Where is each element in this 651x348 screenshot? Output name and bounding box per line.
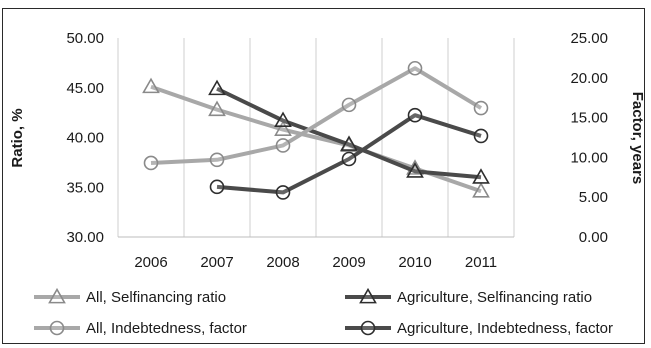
- left-axis-ticks: 30.00 35.00 40.00 45.00 50.00: [66, 30, 104, 246]
- circle-icon: [360, 320, 376, 336]
- right-tick-label: 15.00: [570, 110, 608, 127]
- triangle-icon: [359, 287, 377, 304]
- series-1: [208, 79, 490, 184]
- series-2: [143, 60, 489, 171]
- legend-label: Agriculture, Indebtedness, factor: [397, 320, 613, 337]
- x-tick-label: 2009: [332, 254, 365, 271]
- circle-marker: [341, 151, 357, 167]
- triangle-marker: [274, 111, 292, 128]
- x-axis-ticks: 2006 2007 2008 2009 2010 2011: [134, 254, 497, 271]
- series-line: [150, 66, 483, 165]
- left-tick-label: 30.00: [66, 229, 104, 246]
- legend-item: Agriculture, Indebtedness, factor: [345, 320, 613, 337]
- left-axis-title: Ratio, %: [9, 108, 26, 167]
- left-tick-label: 40.00: [66, 130, 104, 147]
- triangle-marker: [472, 168, 490, 184]
- triangle-marker: [340, 135, 358, 151]
- circle-marker: [275, 185, 291, 200]
- series-3: [209, 107, 489, 200]
- circle-marker: [143, 155, 159, 171]
- legend-item: All, Selfinancing ratio: [34, 287, 226, 306]
- circle-marker: [275, 138, 291, 153]
- right-axis-ticks: 0.00 5.00 10.00 15.00 20.00 25.00: [570, 30, 608, 246]
- series-line: [216, 113, 482, 195]
- x-tick-label: 2008: [266, 254, 299, 271]
- series-group: [142, 60, 490, 200]
- grid-lines: [117, 38, 515, 238]
- triangle-marker: [142, 77, 160, 94]
- circle-marker: [209, 179, 225, 195]
- circle-marker: [209, 152, 225, 168]
- legend-label: All, Selfinancing ratio: [86, 289, 226, 306]
- triangle-marker: [208, 100, 226, 117]
- x-tick-label: 2006: [134, 254, 167, 271]
- right-tick-label: 0.00: [579, 229, 608, 246]
- circle-marker: [407, 107, 423, 123]
- legend: All, Selfinancing ratio Agriculture, Self…: [34, 287, 613, 337]
- right-tick-label: 10.00: [570, 149, 608, 166]
- right-tick-label: 25.00: [570, 30, 608, 47]
- legend-label: All, Indebtedness, factor: [86, 320, 247, 337]
- circle-icon: [49, 320, 65, 336]
- left-tick-label: 35.00: [66, 179, 104, 196]
- triangle-icon: [48, 287, 66, 304]
- triangle-marker: [406, 162, 424, 178]
- legend-label: Agriculture, Selfinancing ratio: [397, 289, 592, 306]
- x-tick-label: 2010: [398, 254, 431, 271]
- circle-marker: [473, 100, 489, 116]
- triangle-marker: [208, 79, 226, 96]
- right-tick-label: 20.00: [570, 70, 608, 87]
- circle-marker: [473, 128, 489, 144]
- right-axis-title: Factor, years: [629, 92, 646, 185]
- legend-item: Agriculture, Selfinancing ratio: [345, 287, 592, 306]
- right-tick-label: 5.00: [579, 189, 608, 206]
- left-tick-label: 50.00: [66, 30, 104, 47]
- triangle-marker: [274, 120, 292, 136]
- series-line: [216, 86, 482, 180]
- x-tick-label: 2007: [200, 254, 233, 271]
- legend-item: All, Indebtedness, factor: [34, 320, 247, 337]
- triangle-marker: [472, 182, 490, 198]
- chart-frame: [2, 8, 645, 344]
- left-tick-label: 45.00: [66, 80, 104, 97]
- x-tick-label: 2011: [465, 254, 497, 271]
- circle-marker: [341, 97, 357, 113]
- circle-marker: [407, 60, 423, 76]
